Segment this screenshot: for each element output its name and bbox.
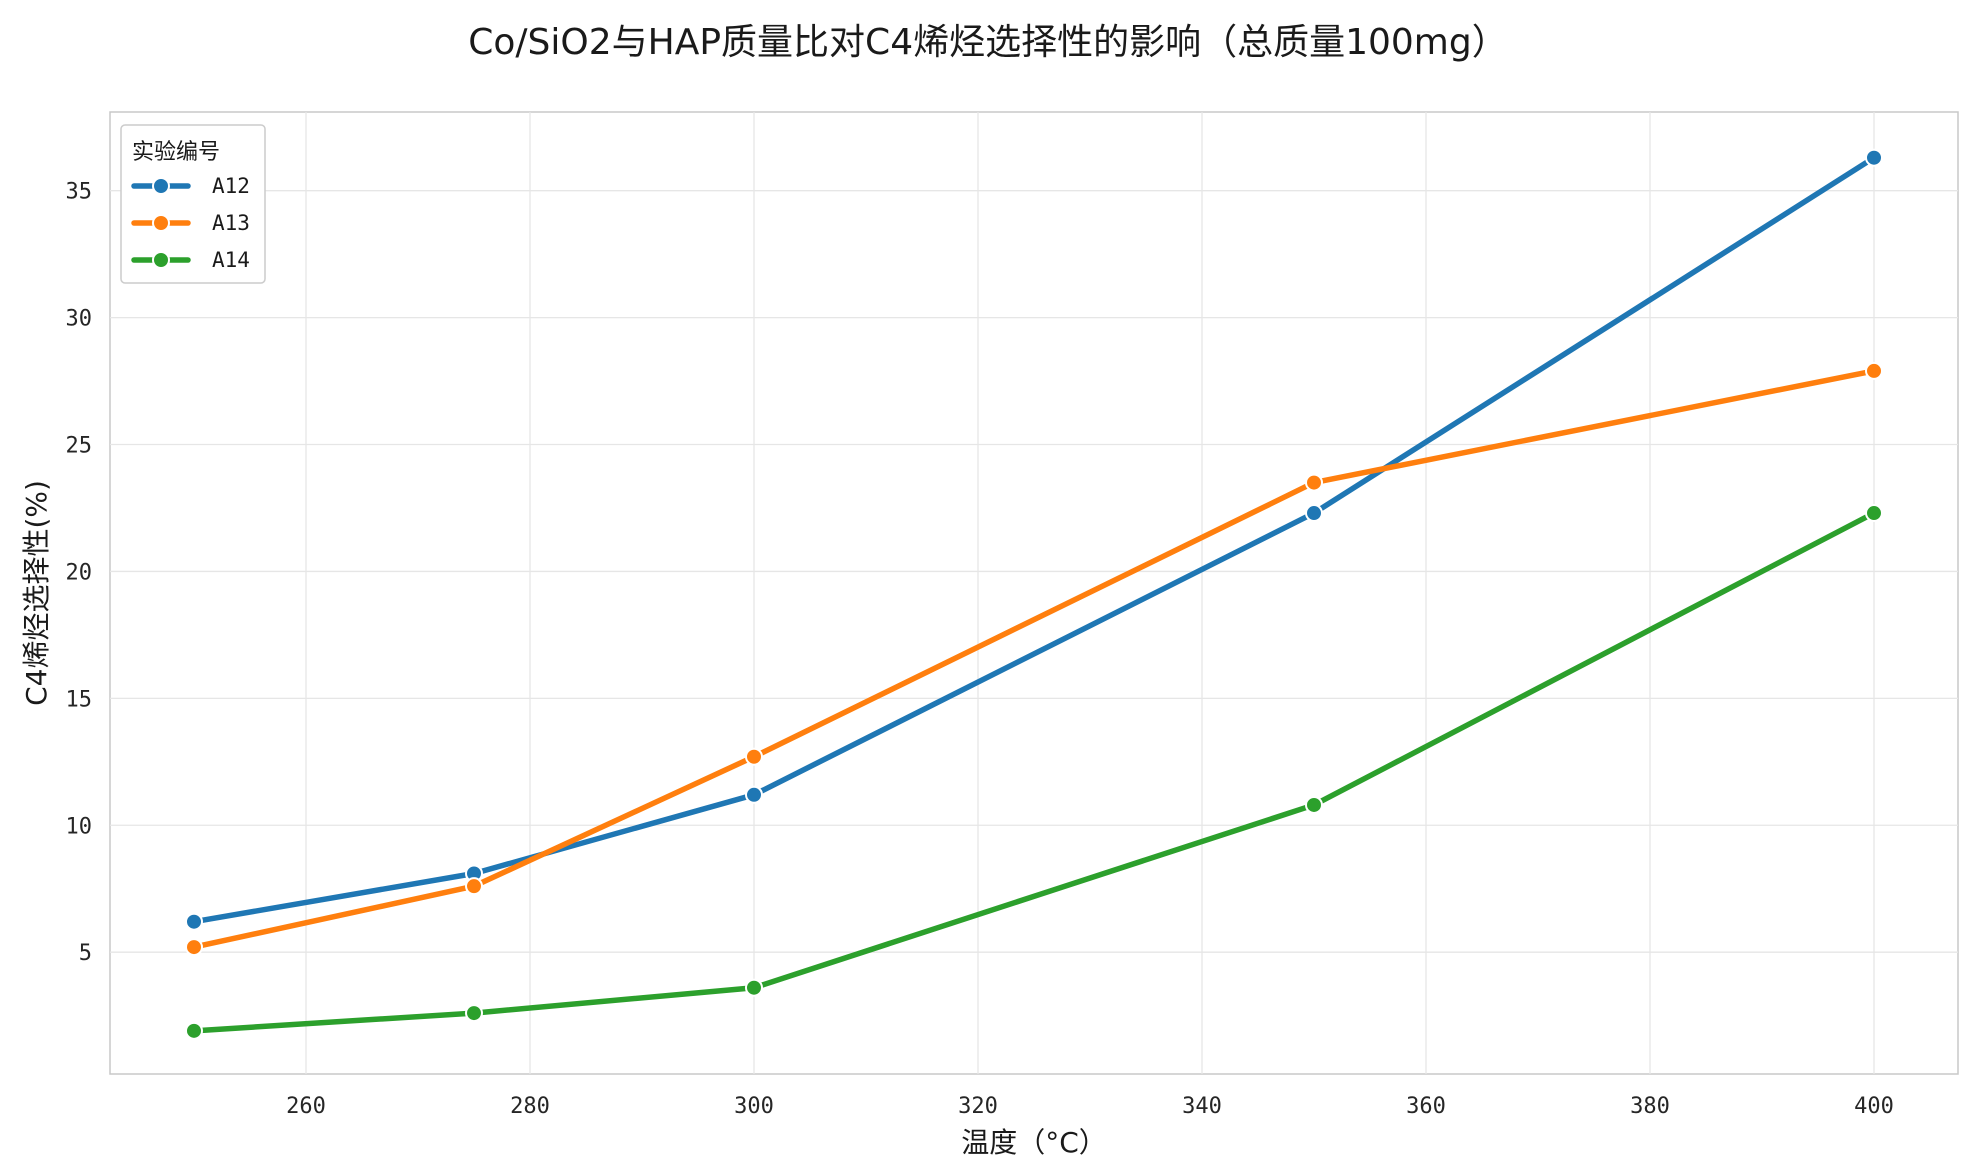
y-tick-label: 15 (66, 687, 93, 712)
legend-item: A12 (131, 174, 250, 198)
data-point (1305, 504, 1323, 523)
legend-label: A14 (212, 248, 250, 272)
legend-marker (152, 251, 170, 269)
data-point (1865, 361, 1883, 380)
data-point (745, 978, 763, 997)
data-point (185, 912, 203, 931)
data-point (185, 1021, 203, 1040)
grid-lines (110, 112, 1958, 1074)
data-point (185, 938, 203, 957)
y-tick-label: 35 (66, 180, 93, 205)
data-point (465, 1004, 483, 1023)
x-tick-label: 380 (1630, 1094, 1670, 1119)
plot-area (109, 111, 1959, 1075)
data-point (1865, 148, 1883, 167)
y-tick-label: 25 (66, 434, 93, 459)
series-A12 (185, 148, 1883, 931)
series-A13 (185, 361, 1883, 957)
y-tick-label: 10 (66, 814, 93, 839)
legend-marker (152, 177, 170, 195)
legend: 实验编号 A12 A13 A14 (120, 124, 266, 284)
legend-title: 实验编号 (132, 140, 220, 165)
data-point (1305, 473, 1323, 492)
x-tick-label: 360 (1406, 1094, 1446, 1119)
x-tick-label: 300 (734, 1094, 774, 1119)
y-tick-label: 30 (66, 307, 93, 332)
data-point (745, 747, 763, 766)
chart-title: Co/SiO2与HAP质量比对C4烯烃选择性的影响（总质量100mg） (468, 22, 1507, 63)
legend-marker (152, 214, 170, 232)
legend-label: A12 (212, 174, 250, 198)
legend-item: A13 (131, 211, 250, 235)
y-axis-ticks: 5 10 15 20 25 30 35 (66, 180, 93, 966)
series-A14 (185, 504, 1883, 1040)
x-tick-label: 320 (958, 1094, 998, 1119)
x-tick-label: 340 (1182, 1094, 1222, 1119)
legend-item: A14 (131, 248, 250, 272)
legend-label: A13 (212, 211, 250, 235)
data-point (1305, 795, 1323, 814)
x-tick-label: 260 (286, 1094, 326, 1119)
series-lines (185, 148, 1883, 1040)
x-axis-ticks: 260 280 300 320 340 360 380 400 (286, 1094, 1894, 1119)
y-axis-title: C4烯烃选择性(%) (20, 480, 53, 706)
x-tick-label: 280 (510, 1094, 550, 1119)
x-axis-title: 温度（°C） (961, 1126, 1107, 1159)
data-point (745, 785, 763, 804)
data-point (1865, 504, 1883, 523)
y-tick-label: 5 (79, 941, 92, 966)
x-tick-label: 400 (1854, 1094, 1894, 1119)
data-point (465, 877, 483, 896)
y-tick-label: 20 (66, 560, 93, 585)
legend-box (120, 124, 266, 284)
